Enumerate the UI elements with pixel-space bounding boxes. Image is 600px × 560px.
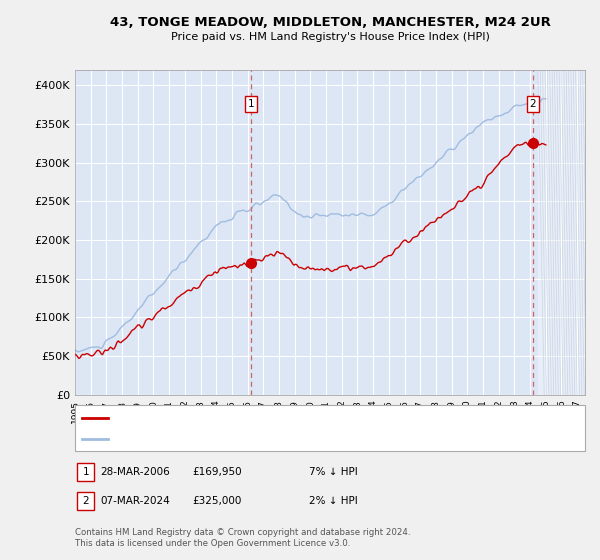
Text: Price paid vs. HM Land Registry's House Price Index (HPI): Price paid vs. HM Land Registry's House …	[170, 32, 490, 43]
Text: £325,000: £325,000	[192, 496, 241, 506]
Text: 2: 2	[530, 99, 536, 109]
Text: £169,950: £169,950	[192, 467, 242, 477]
Text: 43, TONGE MEADOW, MIDDLETON, MANCHESTER, M24 2UR: 43, TONGE MEADOW, MIDDLETON, MANCHESTER,…	[110, 16, 550, 29]
Text: 7% ↓ HPI: 7% ↓ HPI	[309, 467, 358, 477]
Text: HPI: Average price, detached house, Rochdale: HPI: Average price, detached house, Roch…	[113, 435, 332, 444]
Text: 43, TONGE MEADOW, MIDDLETON, MANCHESTER, M24 2UR (detached house): 43, TONGE MEADOW, MIDDLETON, MANCHESTER,…	[113, 413, 481, 422]
Text: 2% ↓ HPI: 2% ↓ HPI	[309, 496, 358, 506]
Text: Contains HM Land Registry data © Crown copyright and database right 2024.
This d: Contains HM Land Registry data © Crown c…	[75, 528, 410, 548]
Text: 2: 2	[82, 496, 89, 506]
Text: 28-MAR-2006: 28-MAR-2006	[100, 467, 170, 477]
Text: 07-MAR-2024: 07-MAR-2024	[100, 496, 170, 506]
Text: 1: 1	[82, 467, 89, 477]
Text: 1: 1	[248, 99, 254, 109]
